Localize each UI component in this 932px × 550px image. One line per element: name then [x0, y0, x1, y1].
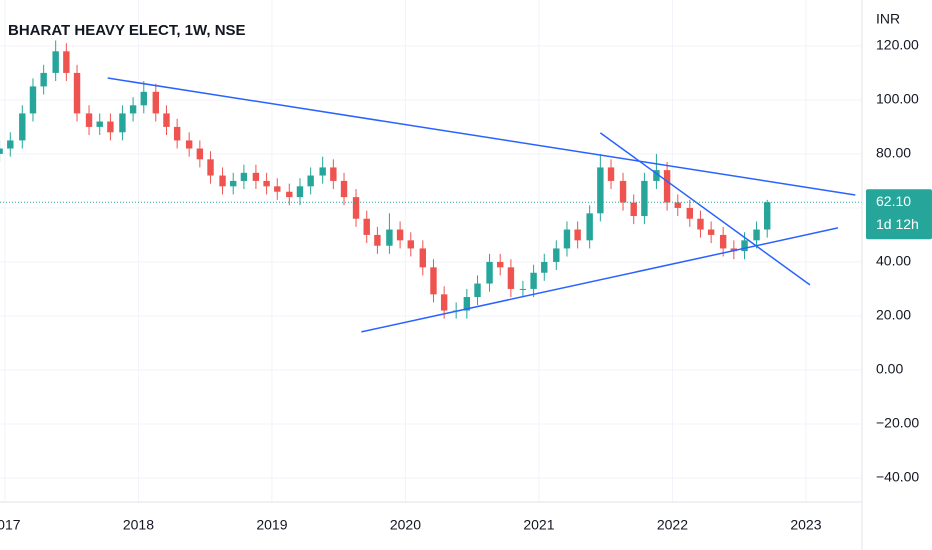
y-tick-label: 80.00 — [876, 145, 911, 161]
candle-body — [340, 180, 348, 198]
candle-body — [140, 91, 147, 106]
candle-body — [719, 234, 727, 249]
candle-body — [463, 297, 471, 311]
candle-body — [85, 113, 93, 127]
candle-body — [440, 294, 448, 311]
trendline — [361, 227, 839, 333]
x-tick-label: 2019 — [256, 517, 287, 533]
currency: INR — [876, 11, 900, 27]
candle-body — [519, 288, 527, 290]
candle-body — [697, 218, 704, 230]
candle-body — [107, 121, 114, 133]
candle-body — [230, 180, 237, 187]
candle-body — [374, 234, 381, 246]
candle-body — [219, 175, 226, 187]
candle-body — [396, 229, 404, 241]
candle-body — [163, 113, 170, 127]
y-tick-label: 120.00 — [876, 37, 919, 53]
candle-body — [430, 267, 437, 295]
x-tick-label: 2018 — [123, 517, 154, 533]
candle-body — [486, 261, 493, 284]
candle-body — [574, 229, 581, 241]
candle-body — [307, 175, 314, 187]
candle-body — [152, 91, 159, 114]
candle-body — [129, 105, 137, 114]
candle-body — [352, 197, 360, 219]
candle-body — [541, 261, 548, 273]
candle-body — [196, 148, 204, 160]
candle-body — [296, 186, 304, 198]
candle-body — [686, 207, 693, 219]
candle-body — [263, 180, 270, 187]
candle-body — [73, 72, 81, 114]
candle-body — [185, 140, 193, 149]
candle-body — [52, 51, 59, 73]
candle-body — [530, 272, 537, 289]
candle-body — [741, 240, 748, 252]
trendline — [107, 77, 856, 196]
x-tick-label: 2017 — [0, 517, 21, 533]
candle-body — [207, 159, 214, 176]
plot — [0, 40, 862, 333]
candle-body — [764, 202, 771, 230]
y-tick-label: 20.00 — [876, 307, 911, 323]
candle-body — [507, 267, 515, 289]
candle-body — [173, 126, 181, 141]
candle-body — [630, 202, 637, 217]
chart-title: BHARAT HEAVY ELECT, 1W, NSE — [8, 22, 246, 39]
candle-body — [730, 248, 738, 252]
y-tick-label: 40.00 — [876, 253, 911, 269]
x-tick-label: 2020 — [390, 517, 421, 533]
y-tick-label: 100.00 — [876, 91, 919, 107]
candle-body — [330, 167, 337, 181]
candle-body — [96, 121, 103, 127]
candle-body — [553, 248, 560, 262]
candle-body — [40, 72, 47, 87]
candle-body — [597, 167, 604, 214]
candle-body — [674, 202, 681, 208]
grid — [0, 0, 862, 502]
candle-body — [619, 180, 627, 203]
candle-body — [29, 86, 37, 114]
candle-body — [707, 229, 715, 235]
candle-body — [119, 113, 126, 133]
y-tick-label: −40.00 — [876, 469, 919, 485]
candle-body — [63, 51, 70, 73]
candle-body — [274, 186, 281, 192]
candle-body — [497, 261, 504, 268]
last-price-label: 62.10 — [876, 193, 911, 209]
candle-body — [19, 113, 26, 141]
price-tag — [866, 189, 932, 240]
candle-body — [563, 229, 571, 249]
candle-body — [586, 213, 593, 241]
x-tick-label: 2021 — [523, 517, 554, 533]
candle-body — [753, 229, 760, 241]
x-tick-label: 2023 — [790, 517, 821, 533]
candle-body — [607, 167, 615, 181]
candle-body — [407, 240, 414, 249]
candle-body — [419, 248, 426, 268]
candle-body — [641, 180, 648, 217]
candle-body — [386, 229, 393, 246]
candle-body — [7, 140, 14, 149]
candle-body — [252, 172, 260, 181]
countdown: 1d 12h — [876, 216, 919, 232]
x-tick-label: 2022 — [657, 517, 688, 533]
y-tick-label: 0.00 — [876, 361, 903, 377]
candle-body — [0, 148, 3, 154]
candle-body — [474, 283, 481, 298]
y-tick-label: −20.00 — [876, 415, 919, 431]
candle-body — [653, 170, 660, 181]
candle-body — [363, 218, 370, 235]
candle-body — [286, 191, 293, 198]
candle-body — [240, 172, 248, 181]
trendline — [599, 132, 811, 286]
candle-body — [319, 167, 326, 176]
candle-body — [663, 170, 671, 203]
